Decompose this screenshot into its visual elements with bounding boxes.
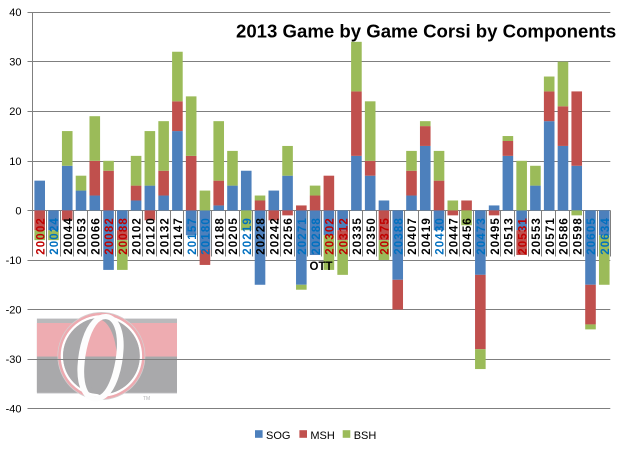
svg-text:20495: 20495 <box>490 217 502 255</box>
svg-text:BSH: BSH <box>354 430 377 442</box>
svg-text:O: O <box>71 283 129 430</box>
svg-text:20407: 20407 <box>407 217 419 255</box>
svg-text:20375: 20375 <box>380 217 392 255</box>
svg-text:TM: TM <box>143 396 150 402</box>
svg-text:10: 10 <box>9 156 21 168</box>
svg-text:40: 40 <box>9 7 21 19</box>
svg-text:20288: 20288 <box>311 217 323 255</box>
svg-text:20219: 20219 <box>242 217 254 255</box>
svg-text:-10: -10 <box>6 255 22 267</box>
svg-text:20024: 20024 <box>49 217 61 255</box>
svg-text:SOG: SOG <box>266 430 290 442</box>
svg-text:2013 Game by Game Corsi by Com: 2013 Game by Game Corsi by Components <box>236 21 616 42</box>
svg-text:20120: 20120 <box>146 217 158 255</box>
svg-text:20147: 20147 <box>173 217 185 255</box>
svg-text:20256: 20256 <box>283 217 295 255</box>
svg-text:20388: 20388 <box>393 217 405 255</box>
svg-text:20350: 20350 <box>366 217 378 255</box>
svg-text:20571: 20571 <box>545 217 557 255</box>
svg-text:20598: 20598 <box>572 217 584 255</box>
svg-text:20605: 20605 <box>586 217 598 255</box>
svg-text:20271: 20271 <box>297 217 309 255</box>
svg-text:20634: 20634 <box>600 217 612 255</box>
svg-text:20082: 20082 <box>104 217 116 255</box>
svg-text:20044: 20044 <box>63 217 75 255</box>
svg-text:20066: 20066 <box>90 217 102 255</box>
svg-text:20302: 20302 <box>325 217 337 255</box>
svg-text:-30: -30 <box>6 354 22 366</box>
svg-text:20188: 20188 <box>214 217 226 255</box>
svg-text:20180: 20180 <box>201 217 213 255</box>
svg-text:-40: -40 <box>6 404 22 416</box>
svg-text:20335: 20335 <box>352 217 364 255</box>
svg-text:20456: 20456 <box>462 217 474 255</box>
svg-text:20102: 20102 <box>132 217 144 255</box>
svg-text:20447: 20447 <box>448 217 460 255</box>
svg-text:20312: 20312 <box>338 217 350 255</box>
svg-text:20419: 20419 <box>421 217 433 255</box>
svg-text:20088: 20088 <box>118 217 130 255</box>
svg-text:20132: 20132 <box>159 217 171 255</box>
svg-text:20053: 20053 <box>77 217 89 255</box>
svg-text:20513: 20513 <box>504 217 516 255</box>
svg-text:20553: 20553 <box>531 217 543 255</box>
svg-text:20531: 20531 <box>517 217 529 255</box>
svg-text:20205: 20205 <box>228 217 240 255</box>
svg-text:20473: 20473 <box>476 217 488 255</box>
svg-text:0: 0 <box>15 205 21 217</box>
svg-text:20586: 20586 <box>559 217 571 255</box>
svg-text:20228: 20228 <box>256 217 268 255</box>
svg-text:30: 30 <box>9 57 21 69</box>
svg-text:MSH: MSH <box>310 430 335 442</box>
svg-text:-20: -20 <box>6 305 22 317</box>
svg-text:20242: 20242 <box>269 217 281 255</box>
svg-text:20157: 20157 <box>187 217 199 255</box>
svg-text:OTT: OTT <box>310 261 333 273</box>
svg-text:20430: 20430 <box>435 217 447 255</box>
svg-text:20: 20 <box>9 106 21 118</box>
svg-text:20002: 20002 <box>35 217 47 255</box>
